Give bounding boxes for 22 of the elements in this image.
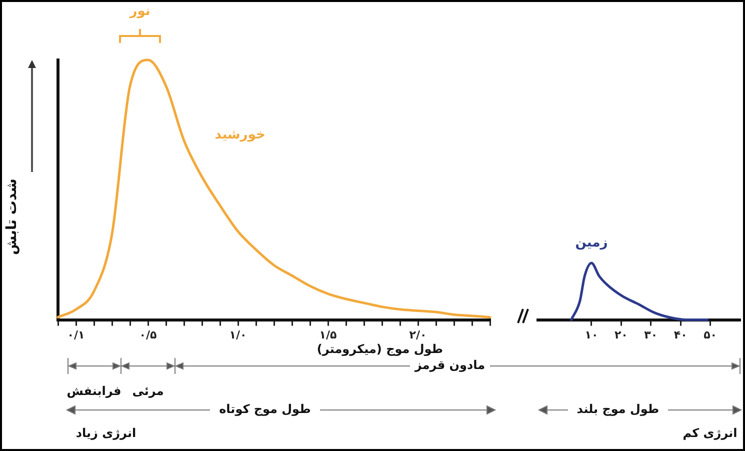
text: فرابنفش [66,384,122,398]
text: خورشید [214,127,266,142]
x-tick-label: ۲۰ [614,328,628,342]
x-tick-label: ۰/۵ [139,328,158,342]
x-tick-label: ۵۰ [704,328,718,342]
x-tick-label: ۳۰ [644,328,658,342]
text: نور [128,4,152,19]
x-tick-label: ۱/۰ [229,328,247,342]
x-tick-label: ۱۰ [584,328,598,342]
text: طول موج کوتاه [210,402,320,416]
text: مادون قرمز [410,358,490,372]
x-tick-label: ۱/۵ [319,328,338,342]
x-tick-label: ۴۰ [674,328,688,342]
text: طول موج بلند [568,402,668,416]
text: انرژی کم [682,426,738,440]
text: انرژی زیاد [74,426,138,440]
x-axis-title: طول موج (میکرومتر) [316,342,444,356]
x-tick-label: ۰/۱ [67,328,85,342]
y-axis-title: شدت تابش [4,178,20,255]
x-tick-label: ۲/۰ [409,328,427,342]
series-label: زمین [575,235,608,250]
text: مرئی [131,384,165,398]
